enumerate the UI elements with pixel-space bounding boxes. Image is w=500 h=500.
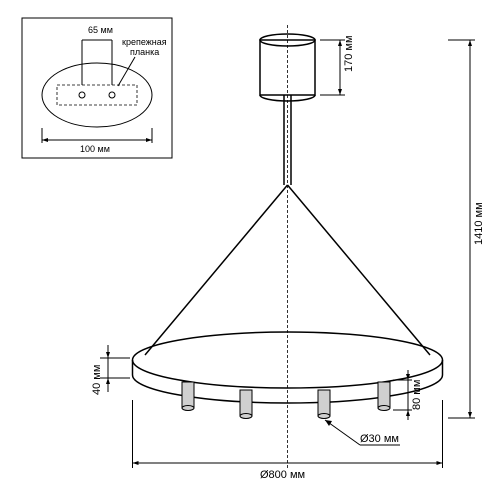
main-elevation: 170 мм 1410 мм 40 мм 80 мм Ø30 мм Ø	[91, 25, 485, 481]
inset-bracket-label-1: крепежная	[122, 37, 167, 47]
ring-outer-bot	[133, 375, 443, 403]
drawing-canvas: 65 мм крепежная планка 100 мм	[0, 0, 500, 500]
inset-dim-65-label: 65 мм	[88, 25, 113, 35]
dim-d30-label: Ø30 мм	[360, 433, 399, 445]
cone-left	[145, 185, 288, 355]
dim-1410-label: 1410 мм	[473, 202, 485, 245]
inset-dim-100-label: 100 мм	[80, 144, 110, 154]
inset-plate-ellipse	[42, 63, 152, 127]
inset-hole-right	[109, 92, 115, 98]
inset-detail: 65 мм крепежная планка 100 мм	[22, 18, 172, 158]
dim-40-label: 40 мм	[91, 365, 103, 395]
dim-170-label: 170 мм	[343, 35, 355, 72]
cone-right	[288, 185, 431, 355]
inset-bracket-label-2: планка	[130, 47, 159, 57]
inset-hole-left	[79, 92, 85, 98]
inset-bracket-rect	[57, 85, 137, 105]
dim-80-label: 80 мм	[411, 380, 423, 410]
dim-d800-label: Ø800 мм	[260, 469, 305, 481]
